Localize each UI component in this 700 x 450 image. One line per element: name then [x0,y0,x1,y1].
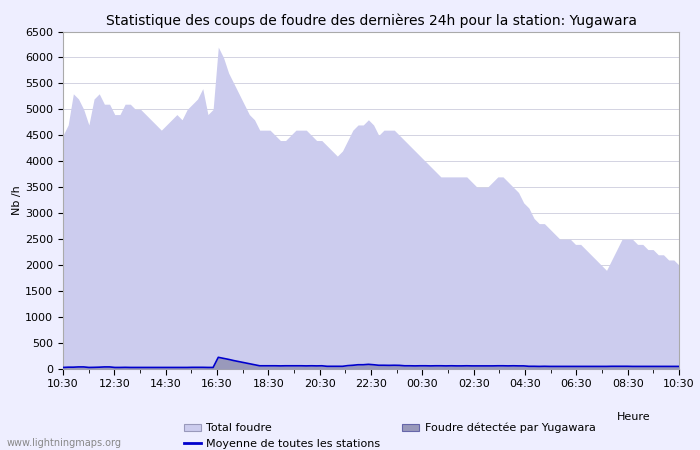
Text: www.lightningmaps.org: www.lightningmaps.org [7,438,122,448]
Legend: Total foudre, Moyenne de toutes les stations, Foudre détectée par Yugawara: Total foudre, Moyenne de toutes les stat… [179,418,600,450]
Title: Statistique des coups de foudre des dernières 24h pour la station: Yugawara: Statistique des coups de foudre des dern… [106,13,636,27]
Text: Heure: Heure [617,412,651,422]
Y-axis label: Nb /h: Nb /h [13,185,22,215]
